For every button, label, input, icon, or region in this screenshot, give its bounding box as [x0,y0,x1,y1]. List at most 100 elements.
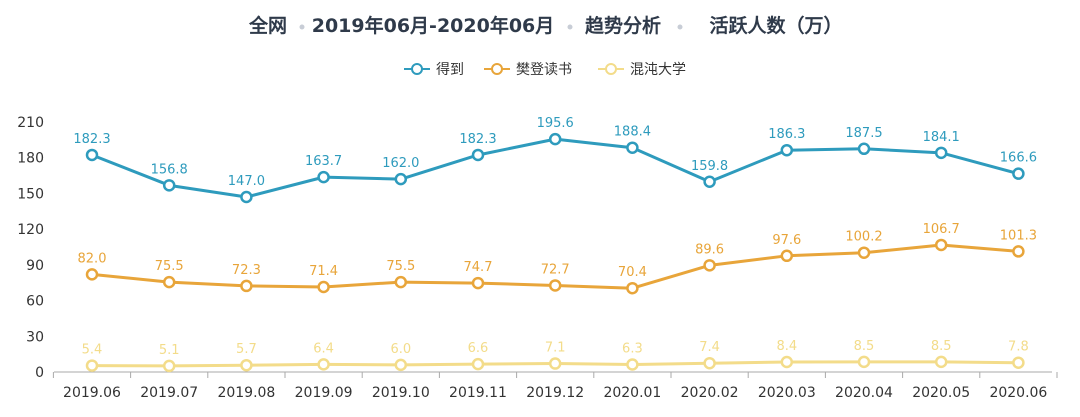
data-label: 156.8 [151,162,188,177]
x-tick-label: 2020.06 [989,385,1047,401]
data-label: 72.7 [541,262,570,277]
y-tick-label: 0 [35,365,44,381]
title-separator-dot [677,24,683,30]
data-point [703,175,716,189]
data-point [780,143,794,157]
x-tick-label: 2020.02 [681,385,739,401]
data-point [857,142,871,156]
data-point [703,259,716,272]
legend-marker [491,63,503,75]
data-point [471,148,485,162]
x-tick-label: 2020.03 [758,385,816,401]
data-label: 97.6 [772,233,801,248]
legend-label: 樊登读书 [516,61,572,78]
data-point [85,268,99,281]
data-label: 184.1 [923,130,960,145]
data-label: 182.3 [73,132,110,147]
y-tick-label: 90 [26,258,44,274]
data-label: 6.6 [468,341,489,356]
data-point [626,141,639,154]
x-tick-label: 2020.01 [603,385,661,401]
series-1: 82.0 75.5 72.3 71.4 75.5 74.7 72.7 70.4 89.6 97.6… [78,222,1037,295]
x-tick-label: 2019.12 [526,385,584,401]
data-point [780,249,794,263]
data-label: 187.5 [845,126,882,141]
data-label: 188.4 [614,125,651,140]
data-point [934,146,948,160]
data-label: 6.3 [622,342,643,357]
y-tick-label: 60 [26,294,44,310]
series-layer: 182.3 156.8 147.0 163.7 162.0 182.3 195.6 188.4… [73,116,1037,373]
x-tick-label: 2020.05 [912,385,970,401]
chart-axes: 0 30 60 90 120 150 180 210 2019.06 2019.07 2019.08… [17,115,1058,401]
data-point [394,172,408,186]
data-label: 7.1 [545,341,566,356]
data-label: 159.8 [691,159,728,174]
data-point [1012,356,1025,369]
data-point [85,148,99,162]
data-point [162,275,176,289]
title-separator-dot [567,24,573,30]
y-tick-label: 150 [17,186,44,202]
data-label: 7.4 [699,340,720,355]
data-label: 8.5 [931,339,952,354]
data-label: 162.0 [382,156,419,171]
chart-title: 全网 2019年06月-2020年06月 趋势分析 活跃人数（万） [248,14,843,37]
data-point [317,170,330,184]
data-label: 6.4 [313,341,334,356]
legend-item: 混沌大学 [598,62,686,78]
y-tick-label: 180 [17,151,44,167]
x-tick-label: 2019.10 [372,385,430,401]
data-label: 101.3 [1000,228,1037,243]
title-part-period: 2019年06月-2020年06月 [312,14,555,37]
data-label: 186.3 [768,127,805,142]
x-tick-label: 2019.07 [140,385,198,401]
data-point [394,275,408,289]
data-point [934,355,948,369]
y-tick-label: 30 [26,329,44,345]
data-label: 8.5 [854,339,875,354]
data-label: 106.7 [923,222,960,237]
data-point [703,356,716,370]
data-point [162,179,176,192]
data-point [780,355,794,369]
data-point [240,358,253,372]
data-label: 74.7 [464,260,493,275]
data-label: 72.3 [232,263,261,278]
title-part-metric: 活跃人数（万） [709,14,842,37]
x-tick-label: 2019.08 [217,385,275,401]
data-point [857,355,871,369]
data-point [857,246,871,259]
x-tick-label: 2019.11 [449,385,507,401]
data-point [548,279,562,292]
legend-marker [605,63,617,75]
data-label: 70.4 [618,265,647,280]
data-point [548,132,562,146]
data-point [471,357,485,371]
x-tick-label: 2019.09 [295,385,353,401]
title-separator-dot [299,24,305,30]
x-tick-label: 2019.06 [63,385,121,401]
data-point [626,281,639,295]
data-label: 100.2 [845,230,882,245]
data-label: 8.4 [776,339,797,354]
data-label: 5.1 [159,343,180,358]
y-tick-label: 120 [17,222,44,238]
data-label: 7.8 [1008,340,1029,355]
data-point [240,279,253,293]
data-point [394,358,408,372]
data-label: 5.4 [82,343,103,358]
data-point [471,276,485,290]
data-point [317,358,330,371]
data-label: 82.0 [78,251,107,266]
data-point [626,358,639,371]
series-0: 182.3 156.8 147.0 163.7 162.0 182.3 195.6 188.4… [73,116,1037,204]
y-tick-label: 210 [17,115,44,131]
data-label: 147.0 [228,174,265,189]
data-label: 182.3 [459,132,496,147]
x-tick-label: 2020.04 [835,385,893,401]
title-part-analysis: 趋势分析 [585,14,661,37]
data-point [934,238,948,252]
data-label: 75.5 [155,259,184,274]
